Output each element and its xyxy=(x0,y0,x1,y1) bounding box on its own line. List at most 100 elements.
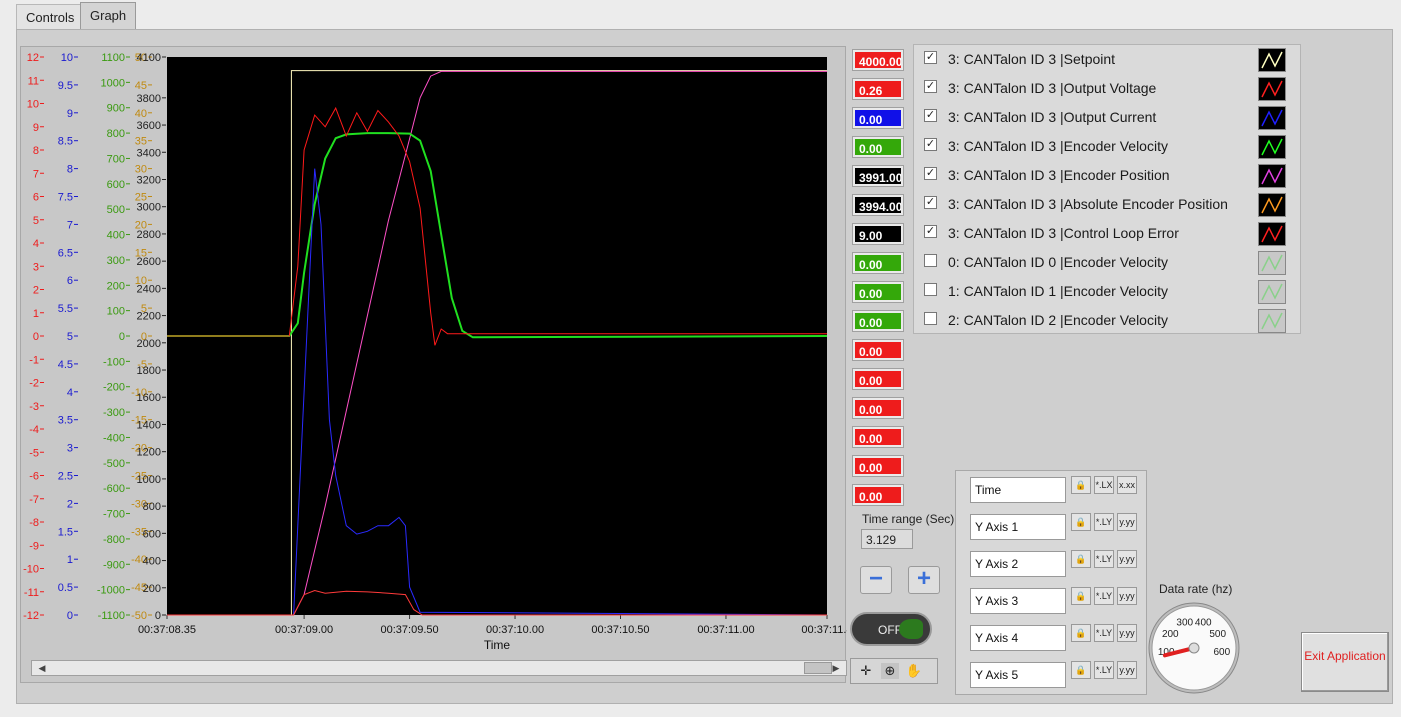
y-tick-label: 3800 xyxy=(137,93,161,105)
axis-lock-icon[interactable]: 🔒 xyxy=(1071,587,1091,605)
zoom-out-button[interactable]: − xyxy=(860,566,892,594)
scroll-thumb[interactable] xyxy=(804,662,832,674)
axis-precision-button[interactable]: y.yy xyxy=(1117,587,1137,605)
axis-name-field[interactable]: Y Axis 2 xyxy=(970,551,1066,577)
legend-checkbox[interactable]: ✓ xyxy=(924,138,937,151)
legend-checkbox[interactable] xyxy=(924,254,937,267)
y-tick-label: -900 xyxy=(103,559,125,571)
legend-checkbox[interactable]: ✓ xyxy=(924,51,937,64)
y-tick-label: 2400 xyxy=(137,283,161,295)
plot-style-icon[interactable] xyxy=(1258,222,1286,246)
exit-application-button[interactable]: Exit Application xyxy=(1301,632,1389,692)
tab-controls[interactable]: Controls xyxy=(16,4,85,30)
axis-scale-format-button[interactable]: *.LY xyxy=(1094,624,1114,642)
axis-lock-icon[interactable]: 🔒 xyxy=(1071,513,1091,531)
y-tick-label: 800 xyxy=(107,128,125,140)
y-tick-label: 3 xyxy=(67,443,73,455)
pan-hand-icon[interactable]: ✋ xyxy=(905,663,923,678)
y-tick-label: 4100 xyxy=(137,52,161,64)
gauge-tick-label: 200 xyxy=(1162,629,1179,640)
x-tick-label: 00:37:11.00 xyxy=(697,624,754,636)
axis-precision-button[interactable]: y.yy xyxy=(1117,513,1137,531)
axis-lock-icon[interactable]: 🔒 xyxy=(1071,476,1091,494)
legend-row[interactable]: 0: CANTalon ID 0 |Encoder Velocity xyxy=(914,249,1300,278)
value-indicator: 0.00 xyxy=(852,136,904,158)
legend-row[interactable]: ✓ 3: CANTalon ID 3 |Output Voltage xyxy=(914,75,1300,104)
zoom-in-button[interactable]: + xyxy=(908,566,940,594)
legend-checkbox[interactable]: ✓ xyxy=(924,167,937,180)
plot-style-icon[interactable] xyxy=(1258,77,1286,101)
value-indicator: 0.26 xyxy=(852,78,904,100)
y-tick-label: 1 xyxy=(33,308,39,320)
legend-checkbox[interactable] xyxy=(924,312,937,325)
plot-style-icon[interactable] xyxy=(1258,309,1286,333)
axis-scale-format-button[interactable]: *.LY xyxy=(1094,661,1114,679)
y-tick-label: 10 xyxy=(135,275,147,287)
legend-row[interactable]: ✓ 3: CANTalon ID 3 |Encoder Velocity xyxy=(914,133,1300,162)
scroll-left-icon[interactable]: ◀ xyxy=(38,663,46,673)
value-indicator: 0.00 xyxy=(852,310,904,332)
axis-name-field[interactable]: Y Axis 1 xyxy=(970,514,1066,540)
legend-checkbox[interactable]: ✓ xyxy=(924,80,937,93)
acquire-toggle-switch[interactable]: OFF xyxy=(850,612,932,646)
axis-name-field[interactable]: Y Axis 5 xyxy=(970,662,1066,688)
axis-name-field[interactable]: Y Axis 4 xyxy=(970,625,1066,651)
legend-label: 1: CANTalon ID 1 |Encoder Velocity xyxy=(948,283,1168,299)
value-indicator: 3991.00 xyxy=(852,165,904,187)
y-tick-label: 9.5 xyxy=(58,80,73,92)
x-tick-label: 00:37:11.4 xyxy=(801,624,847,636)
plot-style-icon[interactable] xyxy=(1258,135,1286,159)
legend-row[interactable]: ✓ 3: CANTalon ID 3 |Setpoint xyxy=(914,46,1300,75)
axis-precision-button[interactable]: x.xx xyxy=(1117,476,1137,494)
axis-name-field[interactable]: Time xyxy=(970,477,1066,503)
y-tick-label: 4.5 xyxy=(58,359,73,371)
chart-horizontal-scrollbar[interactable]: ◀ ▶ xyxy=(31,660,847,676)
zoom-magnifier-icon[interactable]: ⊕ xyxy=(881,663,899,679)
axis-scale-format-button[interactable]: *.LX xyxy=(1094,476,1114,494)
y-tick-label: -4 xyxy=(29,424,39,436)
y-tick-label: 4 xyxy=(33,238,39,250)
axis-name-field[interactable]: Y Axis 3 xyxy=(970,588,1066,614)
y-tick-label: -3 xyxy=(29,401,39,413)
plot-style-icon[interactable] xyxy=(1258,106,1286,130)
legend-checkbox[interactable]: ✓ xyxy=(924,225,937,238)
legend-row[interactable]: ✓ 3: CANTalon ID 3 |Control Loop Error xyxy=(914,220,1300,249)
plot-style-icon[interactable] xyxy=(1258,48,1286,72)
y-tick-label: -15 xyxy=(131,415,147,427)
axis-precision-button[interactable]: y.yy xyxy=(1117,661,1137,679)
y-tick-label: 3400 xyxy=(137,147,161,159)
cursor-crosshair-icon[interactable]: ✛ xyxy=(860,663,872,678)
legend-row[interactable]: 2: CANTalon ID 2 |Encoder Velocity xyxy=(914,307,1300,336)
scroll-right-icon[interactable]: ▶ xyxy=(832,663,840,673)
y-tick-label: 2000 xyxy=(137,338,161,350)
legend-row[interactable]: ✓ 3: CANTalon ID 3 |Absolute Encoder Posi… xyxy=(914,191,1300,220)
legend-row[interactable]: 1: CANTalon ID 1 |Encoder Velocity xyxy=(914,278,1300,307)
legend-checkbox[interactable]: ✓ xyxy=(924,196,937,209)
y-tick-label: 1800 xyxy=(137,365,161,377)
value-indicator: 0.00 xyxy=(852,368,904,390)
axis-scale-format-button[interactable]: *.LY xyxy=(1094,550,1114,568)
plot-style-icon[interactable] xyxy=(1258,164,1286,188)
waveform-chart[interactable]: 1211109876543210-1-2-3-4-5-6-7-8-9-10-11… xyxy=(21,47,847,684)
legend-row[interactable]: ✓ 3: CANTalon ID 3 |Encoder Position xyxy=(914,162,1300,191)
plot-style-icon[interactable] xyxy=(1258,193,1286,217)
axis-precision-button[interactable]: y.yy xyxy=(1117,550,1137,568)
y-tick-label: -5 xyxy=(29,447,39,459)
axis-lock-icon[interactable]: 🔒 xyxy=(1071,550,1091,568)
y-tick-label: -30 xyxy=(131,498,147,510)
axis-precision-button[interactable]: y.yy xyxy=(1117,624,1137,642)
legend-label: 0: CANTalon ID 0 |Encoder Velocity xyxy=(948,254,1168,270)
y-tick-label: -40 xyxy=(131,554,147,566)
axis-scale-format-button[interactable]: *.LY xyxy=(1094,587,1114,605)
axis-lock-icon[interactable]: 🔒 xyxy=(1071,661,1091,679)
tab-graph[interactable]: Graph xyxy=(80,2,137,30)
x-tick-label: 00:37:09.00 xyxy=(275,624,333,636)
axis-scale-format-button[interactable]: *.LY xyxy=(1094,513,1114,531)
plot-style-icon[interactable] xyxy=(1258,280,1286,304)
plot-style-icon[interactable] xyxy=(1258,251,1286,275)
legend-row[interactable]: ✓ 3: CANTalon ID 3 |Output Current xyxy=(914,104,1300,133)
axis-lock-icon[interactable]: 🔒 xyxy=(1071,624,1091,642)
legend-checkbox[interactable] xyxy=(924,283,937,296)
legend-checkbox[interactable]: ✓ xyxy=(924,109,937,122)
